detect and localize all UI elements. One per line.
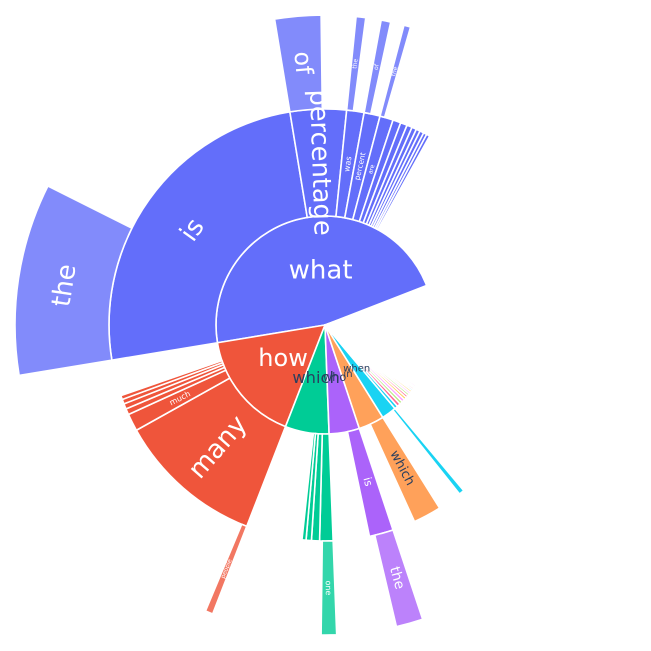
label-what-are-the: the bbox=[390, 65, 399, 77]
label-how: how bbox=[258, 344, 308, 372]
label-what-percentage: percentage bbox=[303, 89, 338, 236]
label-what-percent-of: of bbox=[373, 63, 381, 71]
label-what-is-the: the bbox=[46, 262, 82, 309]
segment-which-unlabeled-one[interactable] bbox=[320, 540, 338, 636]
sunburst-segments bbox=[14, 14, 465, 636]
label-when: when bbox=[343, 364, 370, 375]
segment-which-unlabeled[interactable] bbox=[301, 432, 317, 541]
segment-who-is-the[interactable] bbox=[373, 529, 424, 628]
segment-how-many-people[interactable] bbox=[204, 523, 248, 615]
segment-how-unlabeled[interactable] bbox=[120, 359, 224, 401]
label-what-percentage-of: of bbox=[288, 50, 318, 76]
segment-what-percentage-of[interactable] bbox=[273, 14, 324, 113]
label-how-many-people: people bbox=[220, 558, 234, 580]
segment-what-is-the[interactable] bbox=[14, 185, 133, 377]
segment-what-percent-of[interactable] bbox=[363, 19, 392, 115]
label-who-is: is bbox=[360, 476, 375, 488]
label-who: who bbox=[323, 371, 346, 384]
label-what-was: was bbox=[342, 156, 353, 173]
label-which-unlabeled-one: one bbox=[324, 581, 333, 596]
label-what: what bbox=[289, 256, 353, 286]
segment-what-was-the[interactable] bbox=[345, 15, 367, 112]
segment-what-unlabeled[interactable] bbox=[375, 133, 431, 231]
label-what-are: are bbox=[367, 163, 377, 175]
label-what-was-the: the bbox=[351, 58, 359, 69]
segment-what-are-the[interactable] bbox=[379, 24, 412, 119]
segment-in-which[interactable] bbox=[369, 416, 441, 523]
label-which: which bbox=[292, 368, 339, 387]
segment-unlabeled[interactable] bbox=[324, 284, 428, 326]
label-who-is-the: the bbox=[386, 565, 408, 591]
label-in: in bbox=[343, 369, 352, 380]
